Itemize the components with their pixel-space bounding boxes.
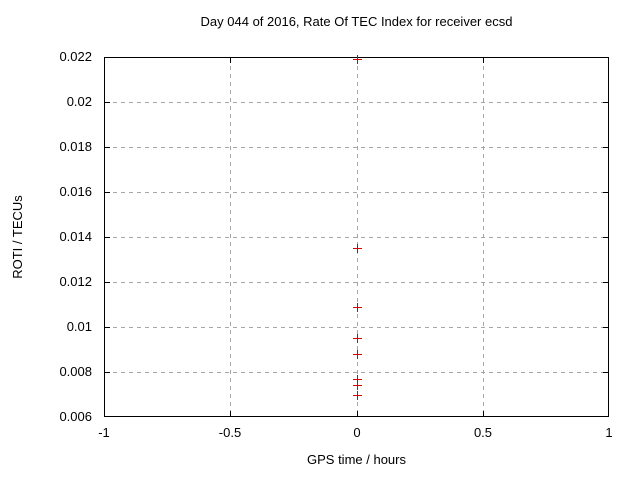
chart-title: Day 044 of 2016, Rate Of TEC Index for r…	[200, 14, 513, 29]
x-tick-top	[483, 58, 484, 63]
x-axis-label: GPS time / hours	[307, 452, 406, 467]
x-tick-top	[230, 58, 231, 63]
y-tick-label: 0.01	[66, 319, 92, 334]
y-tick-left	[105, 102, 110, 103]
y-tick-left	[105, 282, 110, 283]
y-tick-left	[105, 192, 110, 193]
x-tick-bottom	[483, 411, 484, 416]
y-gridline	[105, 372, 608, 373]
y-tick-label: 0.008	[59, 364, 92, 379]
data-point-marker	[353, 381, 362, 390]
data-point-marker	[353, 350, 362, 359]
y-tick-right	[603, 282, 608, 283]
y-tick-left	[105, 237, 110, 238]
y-tick-label: 0.012	[59, 274, 92, 289]
y-tick-right	[603, 102, 608, 103]
data-point-marker	[353, 375, 362, 384]
y-tick-right	[603, 372, 608, 373]
y-gridline	[105, 237, 608, 238]
x-tick-bottom	[357, 411, 358, 416]
x-tick-label: -0.5	[218, 425, 242, 440]
data-point-marker	[353, 334, 362, 343]
data-point-marker	[353, 55, 362, 64]
y-tick-label: 0.018	[59, 139, 92, 154]
y-tick-label: 0.006	[59, 409, 92, 424]
y-tick-label: 0.014	[59, 229, 92, 244]
x-tick-label: 0	[353, 425, 361, 440]
y-gridline	[105, 147, 608, 148]
y-tick-right	[603, 192, 608, 193]
y-gridline	[105, 102, 608, 103]
y-tick-left	[105, 327, 110, 328]
y-gridline	[105, 282, 608, 283]
y-tick-right	[603, 147, 608, 148]
y-tick-label: 0.016	[59, 184, 92, 199]
y-gridline	[105, 327, 608, 328]
y-tick-label: 0.02	[66, 94, 92, 109]
x-tick-label: 0.5	[473, 425, 493, 440]
y-tick-right	[603, 237, 608, 238]
x-tick-label: 1	[605, 425, 613, 440]
y-gridline	[105, 192, 608, 193]
y-tick-left	[105, 147, 110, 148]
x-tick-bottom	[230, 411, 231, 416]
data-point-marker	[353, 391, 362, 400]
y-tick-label: 0.022	[59, 49, 92, 64]
data-point-marker	[353, 244, 362, 253]
x-tick-label: -1	[98, 425, 110, 440]
data-point-marker	[353, 303, 362, 312]
y-tick-left	[105, 372, 110, 373]
y-tick-right	[603, 327, 608, 328]
